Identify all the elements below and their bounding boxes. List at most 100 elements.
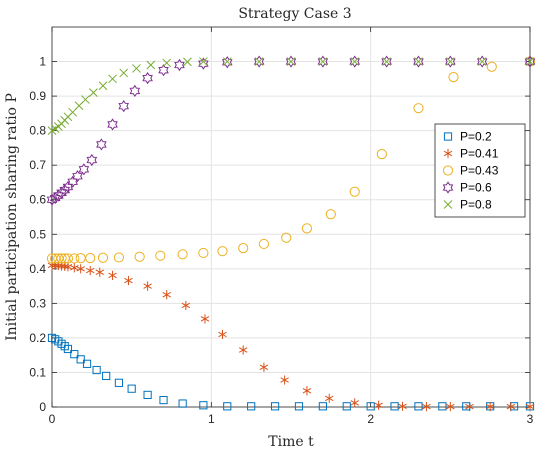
data-point: [382, 57, 391, 66]
x-axis-label: Time t: [268, 434, 314, 450]
legend-item: P=0.41: [443, 147, 499, 161]
data-point: [222, 57, 232, 66]
legend-label: P=0.2: [460, 130, 492, 144]
legend-item: P=0.2: [443, 130, 492, 144]
data-point: [146, 60, 156, 70]
legend-box: [434, 123, 526, 218]
data-point: [108, 74, 117, 84]
data-point: [102, 371, 111, 381]
data-point: [118, 100, 129, 113]
data-point: [350, 57, 360, 66]
data-point: [70, 350, 79, 359]
data-point: [476, 55, 488, 68]
legend-marker: [443, 148, 453, 159]
data-point: [448, 71, 459, 83]
data-point: [85, 265, 95, 276]
data-point: [281, 232, 292, 243]
data-point: [477, 57, 487, 66]
y-tick-label: 0.4: [29, 262, 46, 276]
data-point: [238, 242, 249, 254]
data-point: [142, 72, 153, 85]
data-point: [69, 253, 80, 264]
data-point: [200, 314, 210, 324]
data-point: [76, 264, 85, 274]
legend-item: P=0.8: [443, 198, 492, 212]
data-point: [349, 55, 361, 68]
legend-marker: [442, 181, 454, 194]
data-point: [162, 58, 172, 68]
legend-label: P=0.8: [460, 198, 492, 212]
x-tick-label: 2: [367, 412, 374, 426]
data-point: [62, 253, 74, 264]
data-point: [134, 251, 145, 262]
data-point: [143, 390, 152, 400]
data-point: [108, 270, 117, 280]
data-point: [259, 362, 269, 372]
data-point: [253, 55, 265, 68]
y-axis-label: Initial participation sharing ratio P: [4, 93, 20, 341]
data-point: [107, 118, 118, 131]
data-point: [199, 57, 208, 66]
data-point: [238, 345, 248, 355]
y-tick-label: 0.3: [29, 296, 46, 310]
data-point: [446, 402, 455, 412]
data-point: [254, 57, 264, 66]
data-point: [280, 375, 289, 385]
data-point: [218, 329, 227, 340]
series-p-0-8: [47, 57, 535, 135]
y-tick-label: 0.7: [29, 158, 46, 172]
data-point: [413, 103, 424, 114]
data-point: [129, 84, 141, 98]
data-point: [92, 365, 101, 375]
series-p-0-6: [46, 55, 536, 206]
data-point: [318, 402, 327, 411]
legend-label: P=0.43: [460, 164, 499, 178]
data-point: [247, 402, 256, 411]
data-point: [445, 57, 455, 66]
data-point: [381, 55, 392, 68]
data-point: [162, 290, 171, 300]
legend: P=0.2 P=0.41 P=0.43 P=0.6 P=0.8: [434, 123, 526, 218]
data-point: [390, 402, 399, 411]
data-point: [294, 402, 304, 411]
data-point: [113, 252, 125, 263]
legend-item: P=0.6: [442, 181, 492, 195]
data-point: [525, 402, 535, 412]
data-point: [124, 275, 133, 286]
data-point: [318, 57, 328, 66]
x-tick-label: 1: [208, 412, 215, 426]
y-tick-label: 0: [39, 400, 46, 414]
data-point: [445, 55, 456, 68]
data-point: [78, 163, 90, 176]
data-point: [178, 399, 187, 408]
data-point: [486, 61, 497, 72]
data-point: [127, 384, 136, 393]
data-point: [158, 64, 169, 77]
data-point: [98, 81, 108, 91]
data-point: [366, 402, 375, 411]
legend-marker: [443, 132, 453, 141]
data-point: [413, 55, 424, 68]
data-point: [414, 57, 423, 66]
data-point: [46, 193, 58, 206]
data-point: [258, 238, 270, 250]
data-point: [374, 400, 383, 410]
data-point: [414, 402, 423, 411]
x-tick-label: 0: [49, 412, 56, 426]
y-tick-label: 0.8: [29, 124, 46, 138]
data-point: [86, 153, 98, 167]
data-point: [119, 68, 129, 78]
data-point: [398, 401, 407, 411]
data-point: [56, 253, 67, 264]
series-p-0-41: [47, 260, 535, 412]
data-point: [174, 58, 185, 72]
y-tick-label: 0.9: [29, 89, 46, 103]
data-point: [376, 149, 387, 160]
data-point: [270, 402, 280, 411]
data-point: [350, 398, 359, 408]
data-point: [465, 402, 474, 412]
data-point: [438, 402, 447, 411]
y-tick-label: 0.5: [29, 227, 46, 241]
x-tick-label: 3: [527, 412, 534, 426]
